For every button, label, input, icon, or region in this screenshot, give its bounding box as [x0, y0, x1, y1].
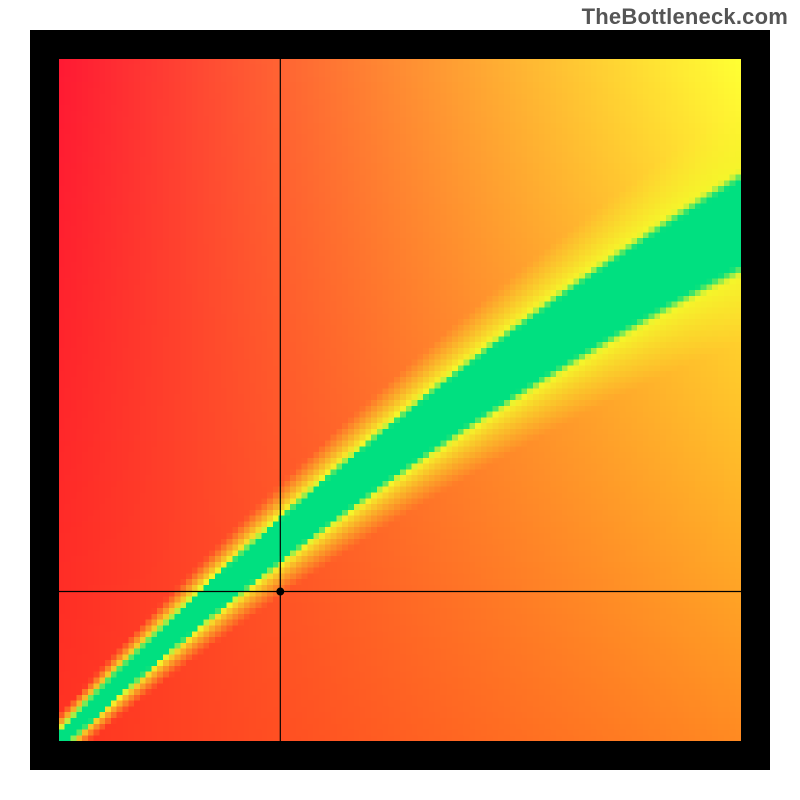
heatmap-plot — [30, 30, 770, 770]
heatmap-canvas — [30, 30, 770, 770]
chart-container: TheBottleneck.com — [0, 0, 800, 800]
watermark-label: TheBottleneck.com — [582, 4, 788, 30]
